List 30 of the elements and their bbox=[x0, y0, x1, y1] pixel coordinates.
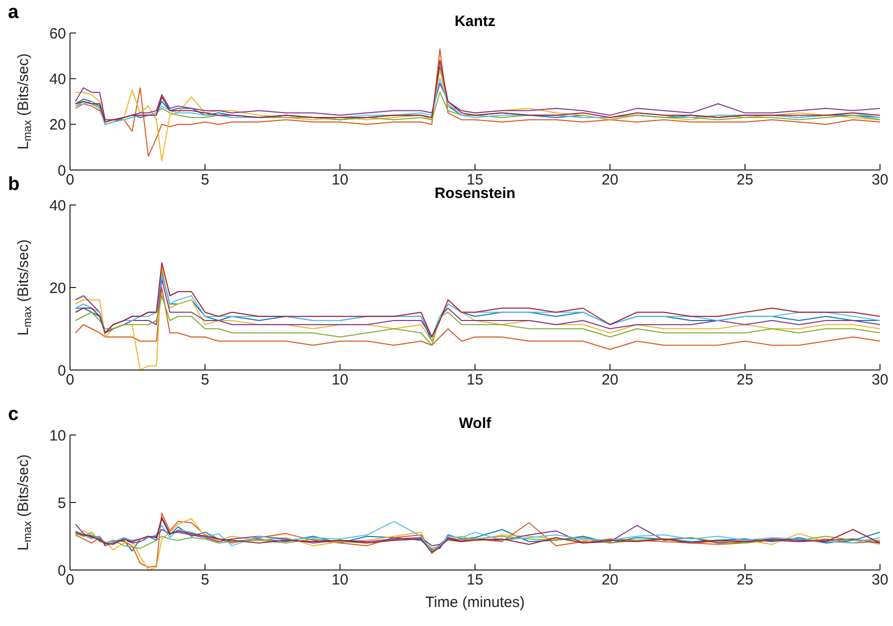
y-tick-label: 60 bbox=[49, 25, 66, 42]
y-tick-label: 5 bbox=[58, 494, 66, 512]
x-tick-label: 25 bbox=[736, 572, 754, 589]
text: a bbox=[8, 2, 19, 24]
y-tick-label: 40 bbox=[49, 70, 66, 88]
y-tick-label: 20 bbox=[49, 280, 66, 297]
y-tick-label: 40 bbox=[49, 197, 66, 214]
x-tick-label: 25 bbox=[736, 172, 754, 189]
x-tick-label: 10 bbox=[332, 172, 348, 189]
x-tick-label: 10 bbox=[332, 372, 348, 389]
chart-title: Kantz bbox=[454, 13, 496, 30]
x-axis-title: Time (minutes) bbox=[424, 594, 526, 611]
x-tick-label: 25 bbox=[736, 372, 754, 389]
x-tick-label: 30 bbox=[872, 572, 888, 589]
chart-title: Wolf bbox=[458, 415, 492, 432]
x-tick-label: 5 bbox=[200, 372, 210, 389]
x-tick-label: 15 bbox=[466, 372, 484, 389]
x-tick-label: 20 bbox=[602, 572, 618, 589]
y-tick-label: 20 bbox=[49, 116, 66, 134]
y-tick-label: 10 bbox=[49, 427, 66, 444]
x-tick-label: 20 bbox=[602, 372, 618, 389]
x-tick-label: 5 bbox=[200, 572, 210, 589]
x-tick-label: 15 bbox=[466, 572, 484, 589]
x-tick-label: 20 bbox=[602, 172, 618, 189]
text: b bbox=[8, 174, 20, 196]
x-tick-label: 10 bbox=[332, 572, 348, 589]
text: c bbox=[8, 404, 19, 426]
x-tick-label: 30 bbox=[872, 172, 888, 189]
x-tick-label: 5 bbox=[200, 172, 210, 189]
x-tick-label: 30 bbox=[872, 372, 888, 389]
